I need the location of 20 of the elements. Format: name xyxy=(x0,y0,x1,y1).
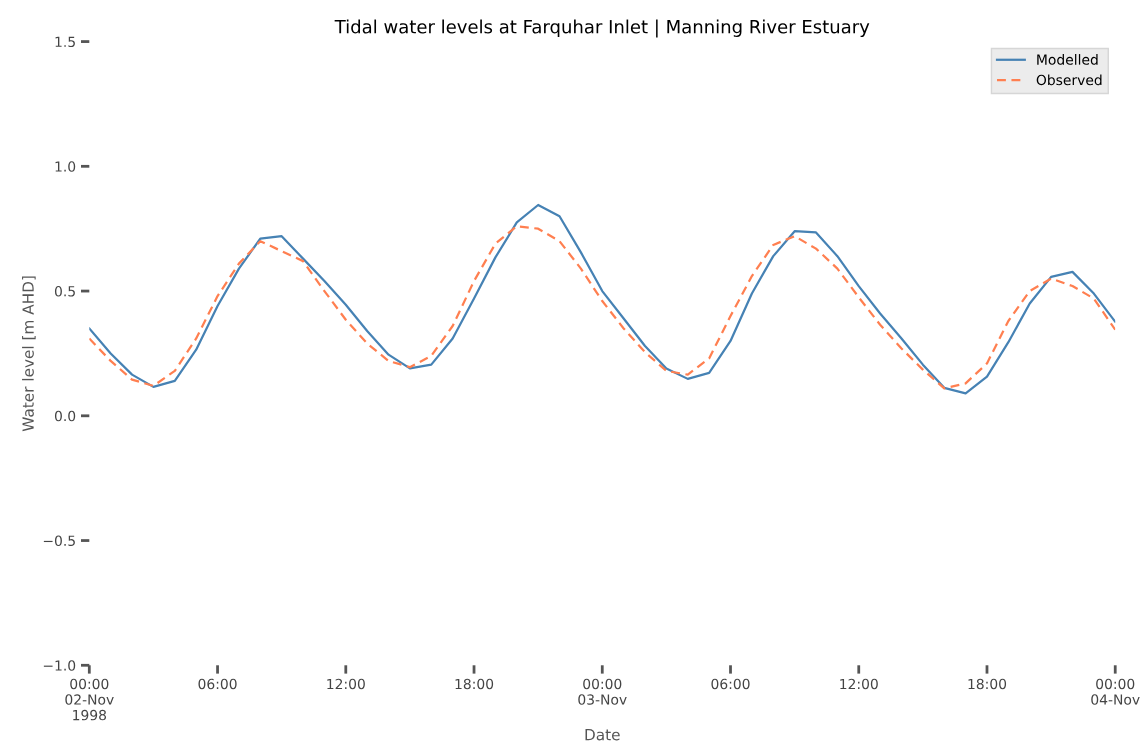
x-tick-label: 18:00 xyxy=(455,678,494,690)
x-tick-label: 00:00 02-Nov 1998 xyxy=(65,678,114,721)
y-axis-title: Water level [m AHD] xyxy=(22,276,36,432)
y-tick-label: 1.0 xyxy=(55,161,76,172)
chart-title: Tidal water levels at Farquhar Inlet | Manning River Estuary xyxy=(334,19,870,38)
x-tick-label: 06:00 xyxy=(198,678,237,690)
y-tick-label: 0.0 xyxy=(54,410,76,422)
x-tick-label: 06:00 xyxy=(711,678,750,690)
x-tick-label: 12:00 xyxy=(327,678,365,690)
x-tick-label: 12:00 xyxy=(840,678,878,690)
legend-label: Modelled xyxy=(1037,54,1098,65)
y-tick-label: 0.5 xyxy=(54,286,75,297)
x-axis-title: Date xyxy=(585,729,620,741)
y-tick-label: −1.0 xyxy=(43,660,76,671)
x-tick-label: 00:00 03-Nov xyxy=(578,678,627,705)
x-tick-label: 00:00 04-Nov xyxy=(1091,678,1140,705)
y-tick-label: 1.5 xyxy=(55,36,75,48)
y-tick-label: −0.5 xyxy=(43,535,75,547)
legend-label: Observed xyxy=(1036,74,1102,86)
x-tick-label: 18:00 xyxy=(968,678,1007,690)
